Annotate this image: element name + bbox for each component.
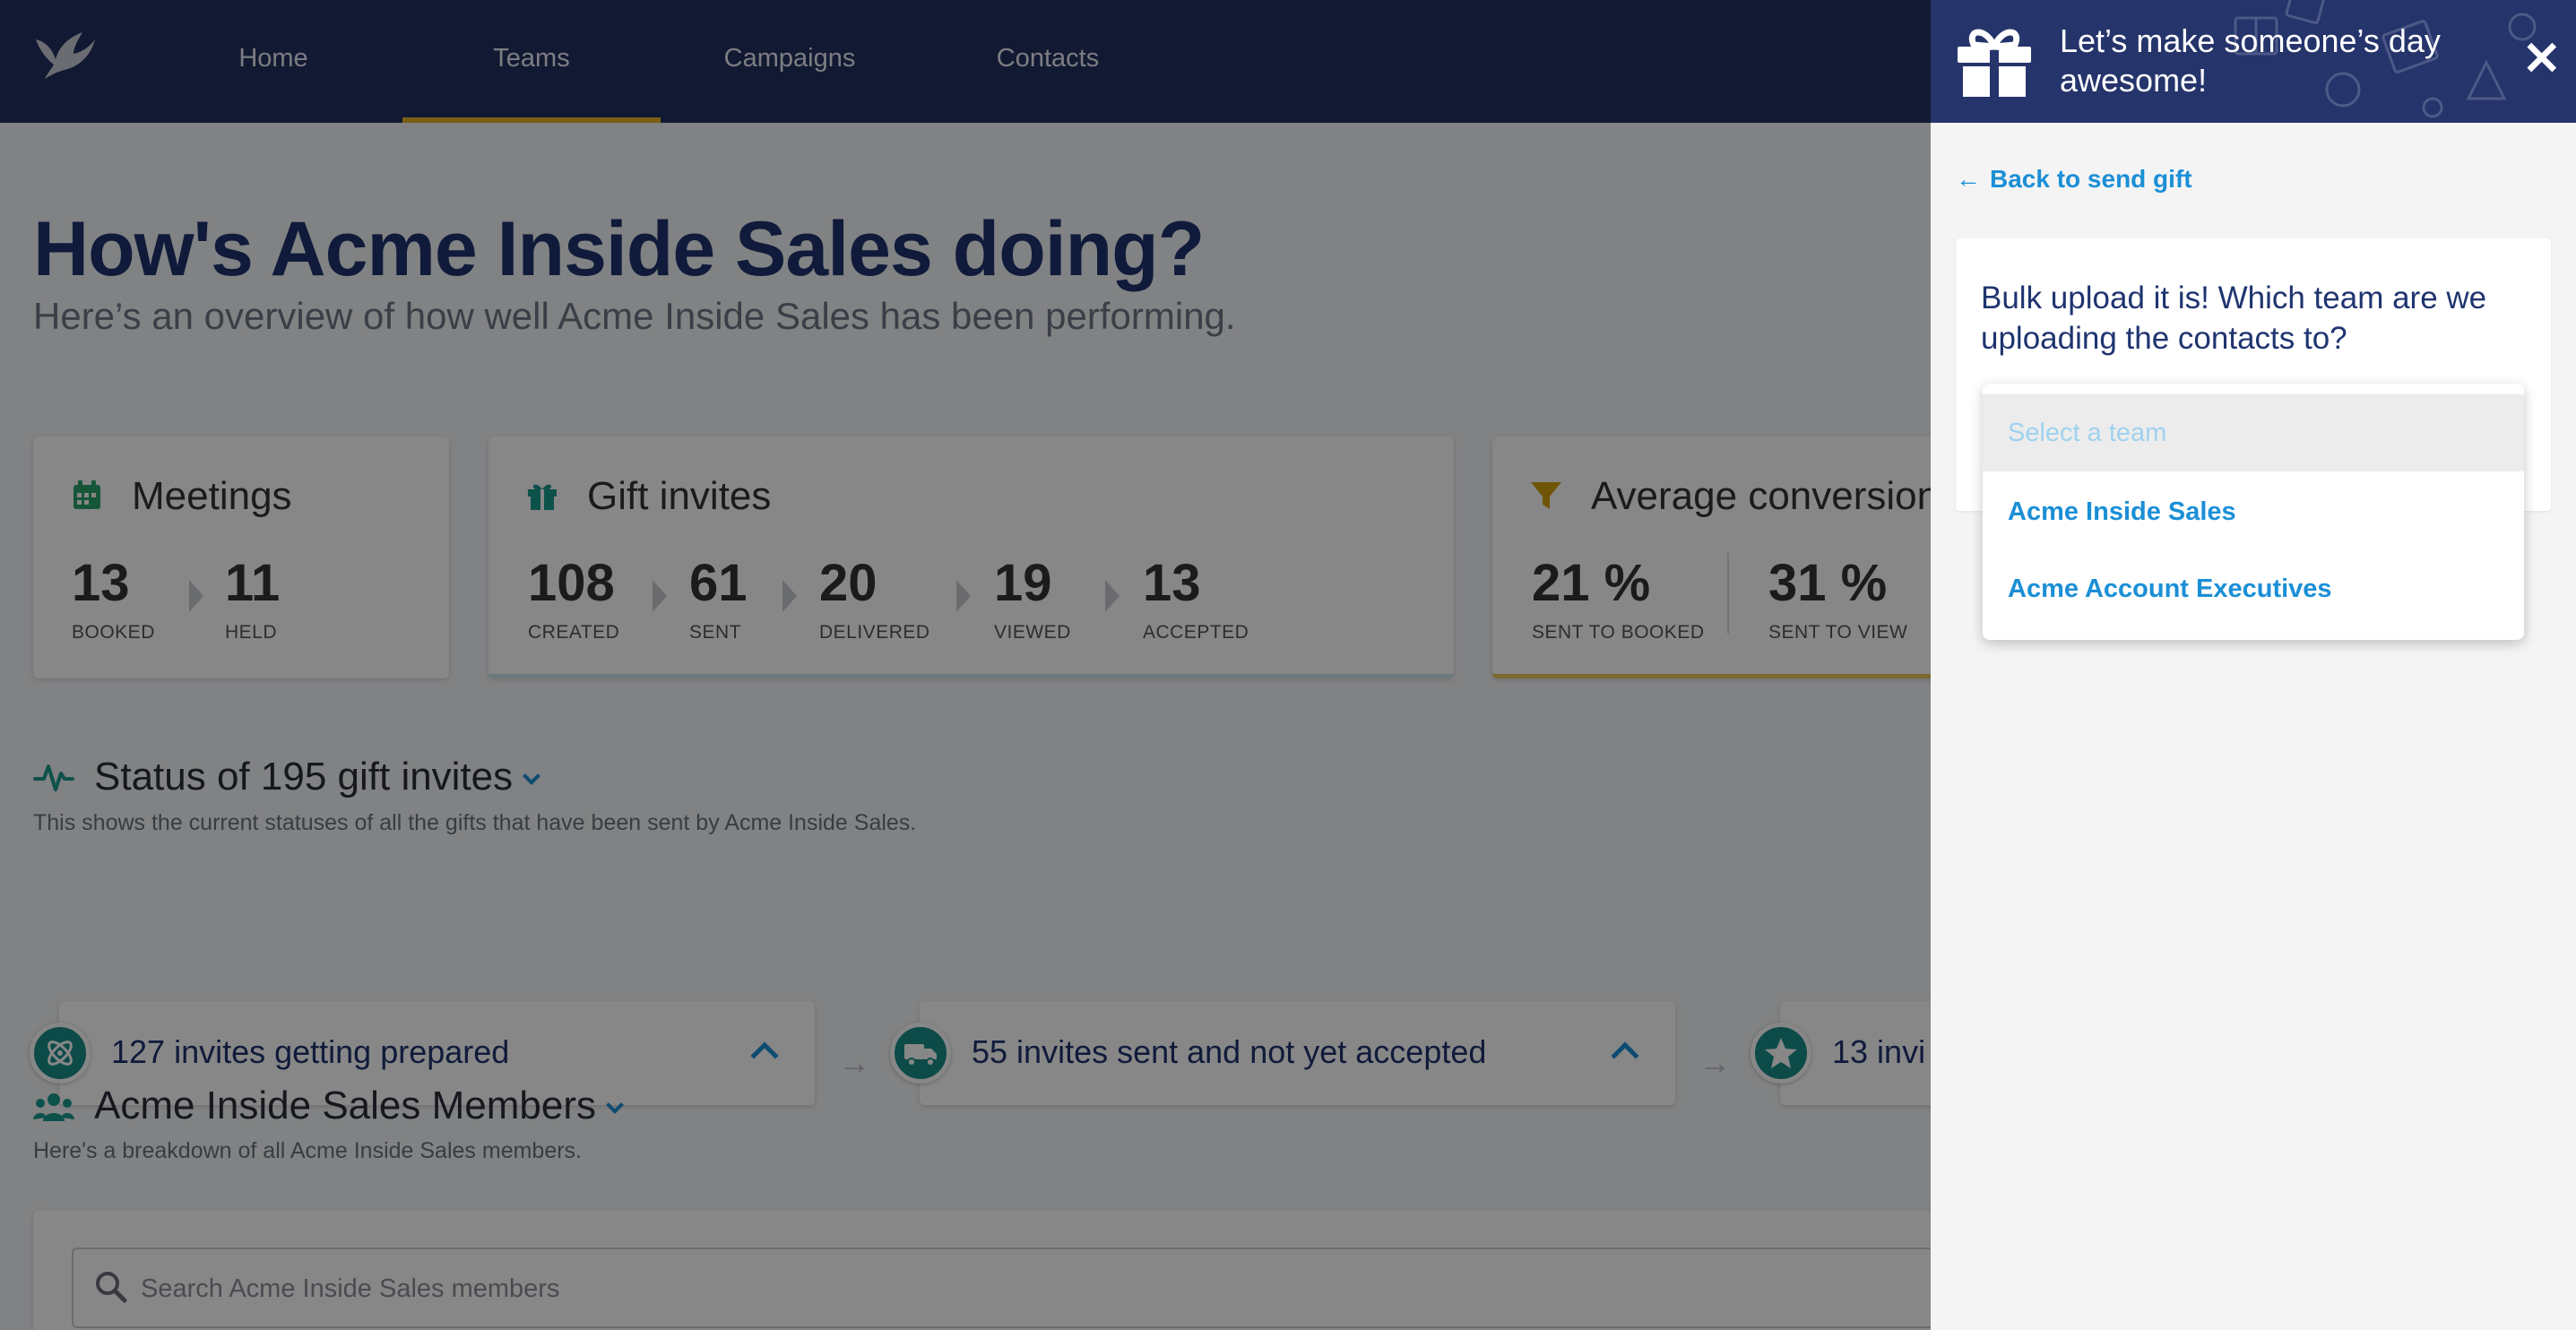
stat-value: 21 % — [1532, 554, 1651, 612]
stat-booked: 13 BOOKED — [72, 557, 155, 643]
close-icon[interactable]: ✕ — [2522, 33, 2562, 85]
divider — [1727, 553, 1729, 634]
members-search-card: Search Acme Inside Sales members — [33, 1210, 2044, 1330]
arrow-left-icon: ← — [1956, 165, 1981, 193]
status-section-title: Status of 195 gift invites — [94, 755, 514, 799]
members-section-title: Acme Inside Sales Members — [94, 1084, 596, 1127]
panel-header: Let’s make someone’s day awesome! ✕ — [1931, 0, 2576, 123]
stat-value: 13 — [1143, 554, 1201, 612]
stat-label: HELD — [225, 622, 278, 643]
stat-accepted: 13 ACCEPTED — [1143, 557, 1249, 643]
team-option[interactable]: Acme Account Executives — [2008, 574, 2332, 603]
stat-label: VIEWED — [994, 622, 1071, 643]
nav-contacts[interactable]: Contacts — [996, 44, 1100, 73]
page-title: How's Acme Inside Sales doing? — [33, 206, 1205, 292]
modal-backdrop[interactable] — [0, 0, 1931, 1330]
status-card-prepared[interactable]: 127 invites getting prepared — [59, 1001, 815, 1105]
gift-invites-card: Gift invites 108 CREATED 61 SENT 20 DELI… — [488, 436, 1454, 678]
stat-label: ACCEPTED — [1143, 622, 1249, 643]
pulse-icon — [33, 764, 74, 791]
stat-label: DELIVERED — [819, 622, 930, 643]
send-gift-panel: Let’s make someone’s day awesome! ✕ ← Bac… — [1931, 0, 2576, 1330]
page-subtitle: Here’s an overview of how well Acme Insi… — [33, 295, 1236, 337]
nav-teams[interactable]: Teams — [402, 0, 661, 123]
conversion-title: Average conversion — [1591, 474, 1940, 518]
panel-title: Let’s make someone’s day awesome! — [2060, 22, 2441, 99]
chevron-right-icon — [653, 580, 667, 612]
stat-viewed: 19 VIEWED — [994, 557, 1071, 643]
gift-pattern-decoration — [2234, 0, 2537, 118]
back-to-send-gift-link[interactable]: ← Back to send gift — [1956, 165, 2192, 194]
stat-created: 108 CREATED — [528, 557, 619, 643]
star-icon — [1750, 1023, 1811, 1084]
chevron-right-icon — [782, 580, 797, 612]
stat-label: SENT TO BOOKED — [1532, 622, 1705, 643]
members-section-subtitle: Here's a breakdown of all Acme Inside Sa… — [33, 1138, 582, 1163]
team-select-question: Bulk upload it is! Which team are we upl… — [1981, 281, 2487, 356]
stat-delivered: 20 DELIVERED — [819, 557, 930, 643]
stat-label: CREATED — [528, 622, 620, 643]
members-search-input[interactable]: Search Acme Inside Sales members — [72, 1248, 2044, 1328]
search-icon — [96, 1272, 127, 1303]
arrow-right-icon: → — [838, 1044, 870, 1081]
back-link-label: Back to send gift — [1990, 165, 2192, 193]
select-placeholder-option[interactable]: Select a team — [1983, 394, 2524, 471]
search-placeholder: Search Acme Inside Sales members — [141, 1274, 560, 1303]
stat-sent-to-view: 31 % SENT TO VIEW — [1768, 557, 1907, 643]
stat-label: BOOKED — [72, 622, 155, 643]
team-option[interactable]: Acme Inside Sales — [2008, 497, 2236, 526]
stat-label: SENT — [689, 622, 742, 643]
nav-home[interactable]: Home — [238, 44, 308, 73]
gift-icon — [528, 484, 557, 510]
atom-icon — [30, 1023, 91, 1084]
status-section-subtitle: This shows the current statuses of all t… — [33, 810, 917, 835]
chevron-right-icon — [1105, 580, 1119, 612]
stat-value: 13 — [72, 554, 130, 612]
status-card-label: 55 invites sent and not yet accepted — [972, 1033, 1487, 1070]
status-section-header[interactable]: Status of 195 gift invites — [94, 755, 541, 799]
users-icon — [33, 1093, 74, 1121]
status-card-sent[interactable]: 55 invites sent and not yet accepted — [920, 1001, 1675, 1105]
bird-logo-icon[interactable] — [32, 27, 97, 81]
status-card-label: 13 invi — [1832, 1033, 1926, 1070]
truck-icon — [890, 1023, 951, 1084]
stat-value: 20 — [819, 554, 877, 612]
stat-value: 11 — [225, 554, 281, 612]
status-card-label: 127 invites getting prepared — [111, 1033, 510, 1070]
stat-sent-to-booked: 21 % SENT TO BOOKED — [1532, 557, 1705, 643]
nav-campaigns[interactable]: Campaigns — [723, 44, 856, 73]
stat-label: SENT TO VIEW — [1768, 622, 1908, 643]
team-select-dropdown[interactable]: Select a team Acme Inside Sales Acme Acc… — [1983, 384, 2524, 640]
meetings-title: Meetings — [132, 474, 292, 518]
stat-held: 11 HELD — [225, 557, 280, 643]
members-section-header[interactable]: Acme Inside Sales Members — [94, 1084, 624, 1128]
gift-icon — [1958, 29, 2031, 97]
meetings-card: Meetings 13 BOOKED 11 HELD — [33, 436, 449, 678]
stat-value: 108 — [528, 554, 615, 612]
stat-value: 19 — [994, 554, 1052, 612]
arrow-right-icon: → — [1699, 1044, 1731, 1081]
stat-sent: 61 SENT — [689, 557, 748, 643]
calendar-icon — [73, 480, 100, 509]
stat-value: 61 — [689, 554, 748, 612]
funnel-icon — [1531, 482, 1561, 509]
gift-invites-title: Gift invites — [587, 474, 772, 518]
chevron-right-icon — [956, 580, 971, 612]
stat-value: 31 % — [1768, 554, 1888, 612]
chevron-right-icon — [189, 580, 203, 612]
